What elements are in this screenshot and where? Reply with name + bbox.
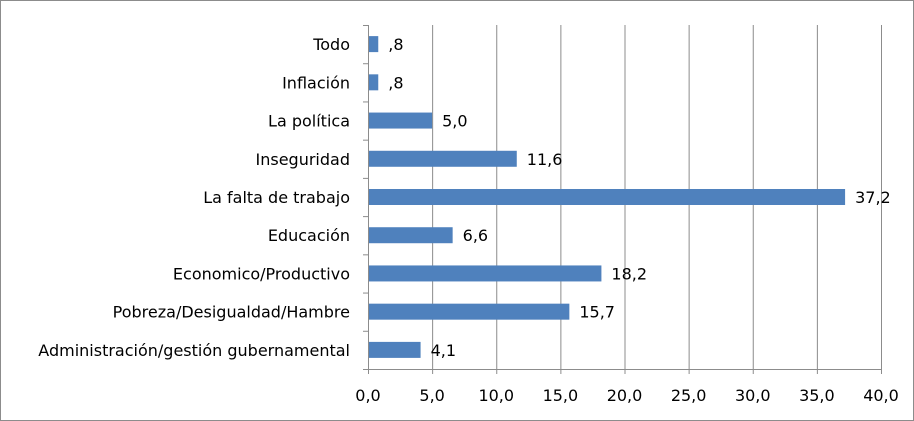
value-label: 18,2 <box>611 264 647 283</box>
value-label: 11,6 <box>527 150 563 169</box>
x-tick-label: 15,0 <box>543 386 579 405</box>
x-tick-label: 25,0 <box>671 386 707 405</box>
value-label: 5,0 <box>442 112 467 131</box>
bar <box>369 112 433 129</box>
x-tick-label: 10,0 <box>478 386 514 405</box>
value-label: 4,1 <box>431 341 456 360</box>
value-label: 37,2 <box>855 188 891 207</box>
category-label: Inflación <box>282 73 350 92</box>
bar <box>369 189 846 205</box>
category-label: Educación <box>268 226 350 245</box>
bar <box>369 36 379 53</box>
x-tick-label: 20,0 <box>607 386 643 405</box>
value-label: ,8 <box>388 73 403 92</box>
bar <box>369 265 602 282</box>
category-label: La falta de trabajo <box>203 188 350 207</box>
bar <box>369 74 379 91</box>
bars <box>369 36 846 358</box>
bar <box>369 150 517 167</box>
category-label: Todo <box>312 35 350 54</box>
category-labels: Todo Inflación La política Inseguridad La fa… <box>38 35 350 360</box>
x-tick-labels: 0,0 5,0 10,0 15,0 20,0 25,0 30,0 35,0 40,0 <box>355 386 899 405</box>
axes <box>363 25 882 374</box>
category-label: Administración/gestión gubernamental <box>38 341 350 360</box>
category-label: Pobreza/Desigualdad/Hambre <box>113 303 350 322</box>
x-tick-label: 5,0 <box>419 386 444 405</box>
value-label: ,8 <box>388 35 403 54</box>
category-label: Economico/Productivo <box>173 264 350 283</box>
value-label: 15,7 <box>579 303 615 322</box>
category-label: La política <box>268 112 350 131</box>
value-label: 6,6 <box>463 226 488 245</box>
x-tick-label: 0,0 <box>355 386 380 405</box>
x-tick-label: 30,0 <box>735 386 771 405</box>
category-label: Inseguridad <box>256 150 350 169</box>
x-tick-label: 35,0 <box>799 386 835 405</box>
bar <box>369 303 570 320</box>
bar <box>369 227 453 244</box>
value-labels: ,8 ,8 5,0 11,6 37,2 6,6 18,2 15,7 4,1 <box>388 35 890 360</box>
bar <box>369 341 421 358</box>
x-tick-label: 40,0 <box>863 386 899 405</box>
